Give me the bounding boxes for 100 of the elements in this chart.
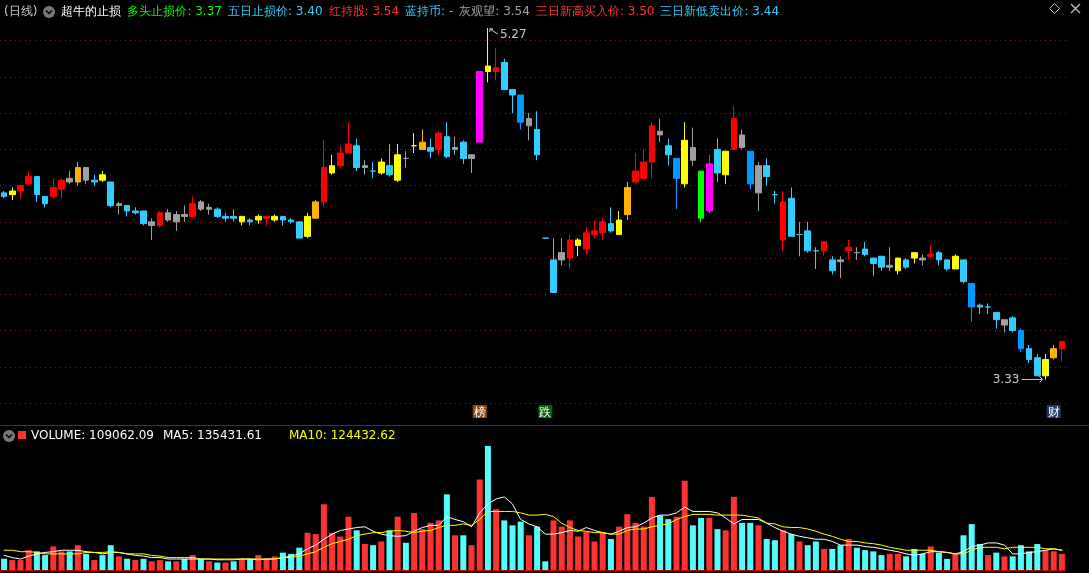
bar (124, 558, 131, 570)
bar (263, 558, 270, 570)
bar (509, 525, 516, 570)
bar (9, 560, 16, 570)
candlestick (993, 311, 1000, 330)
candlestick (681, 121, 688, 188)
bar (657, 515, 664, 570)
candlestick (394, 143, 401, 183)
bar (616, 526, 623, 570)
candlestick (1, 190, 7, 199)
bar (591, 541, 598, 570)
bar (927, 546, 934, 570)
candlestick (329, 154, 335, 176)
bar (714, 529, 721, 570)
candlestick (845, 239, 852, 261)
bar (370, 545, 377, 570)
bar (821, 548, 828, 570)
bar (329, 532, 336, 570)
text: 红持股: 3.54 (328, 3, 400, 20)
bar (197, 558, 204, 570)
bar (435, 520, 442, 570)
candlestick (854, 246, 860, 261)
candlestick (247, 217, 253, 226)
candlestick (927, 244, 934, 259)
bar (320, 504, 327, 570)
candlestick (107, 181, 114, 208)
annotation: 3.33 (992, 372, 1020, 387)
bar (862, 550, 869, 570)
candlestick (657, 118, 663, 143)
candlestick (968, 282, 975, 322)
bar (689, 525, 696, 570)
candlestick (960, 259, 967, 284)
candlestick (288, 217, 294, 225)
candlestick (1050, 344, 1057, 361)
bar (165, 561, 172, 570)
bar (935, 552, 942, 570)
bar (788, 534, 795, 570)
candlestick (25, 170, 32, 187)
bar (419, 529, 426, 570)
x-tick-label: 跌 (539, 405, 552, 419)
candlestick (558, 237, 565, 266)
bar (107, 545, 114, 570)
bar (345, 516, 352, 570)
candlestick (1009, 315, 1016, 333)
candlestick (403, 150, 409, 168)
candlestick (936, 250, 942, 266)
candlestick (944, 259, 950, 272)
candlestick (435, 130, 442, 156)
bar (903, 556, 910, 570)
bar (361, 543, 368, 570)
x-tick-label: 榜 (473, 405, 486, 419)
bar (960, 535, 967, 570)
bar (632, 522, 639, 570)
bar (140, 558, 147, 570)
candlestick (608, 206, 614, 234)
bar (214, 562, 221, 570)
candlestick (665, 138, 672, 167)
bar (796, 541, 803, 570)
candlestick (1042, 353, 1049, 380)
bar (238, 558, 245, 570)
candlestick (411, 132, 417, 154)
bar (501, 520, 508, 570)
text: MA5: 135431.61 (163, 428, 262, 442)
bar (181, 558, 188, 570)
bar (394, 516, 401, 570)
candlestick (427, 138, 434, 159)
candlestick (189, 195, 196, 219)
candlestick (862, 241, 868, 257)
x-tick-label: 财 (1047, 405, 1060, 419)
bar (279, 552, 286, 570)
candlestick (1034, 353, 1041, 377)
bar (132, 560, 139, 570)
candlestick (567, 234, 573, 270)
candlestick (42, 195, 48, 208)
bar (673, 516, 680, 570)
bar (402, 542, 409, 570)
candlestick (198, 199, 204, 212)
candlestick (796, 221, 803, 257)
candlestick (698, 170, 704, 223)
bar (771, 540, 778, 570)
bar (1026, 551, 1033, 570)
bar (312, 534, 319, 570)
candlestick (66, 170, 73, 185)
candlestick (714, 138, 721, 183)
bar (115, 556, 122, 570)
bar (894, 553, 901, 570)
candlestick (616, 210, 622, 236)
candlestick (460, 139, 467, 165)
bar (42, 555, 49, 570)
candlestick (116, 201, 122, 216)
candlestick (780, 190, 786, 252)
bar (74, 545, 81, 570)
bar (1058, 553, 1065, 570)
bar (247, 558, 254, 570)
bar (1017, 545, 1024, 570)
candlestick (493, 47, 499, 82)
candlestick (271, 214, 278, 223)
candlestick (763, 157, 770, 187)
bar (985, 555, 992, 570)
bar (337, 536, 344, 570)
